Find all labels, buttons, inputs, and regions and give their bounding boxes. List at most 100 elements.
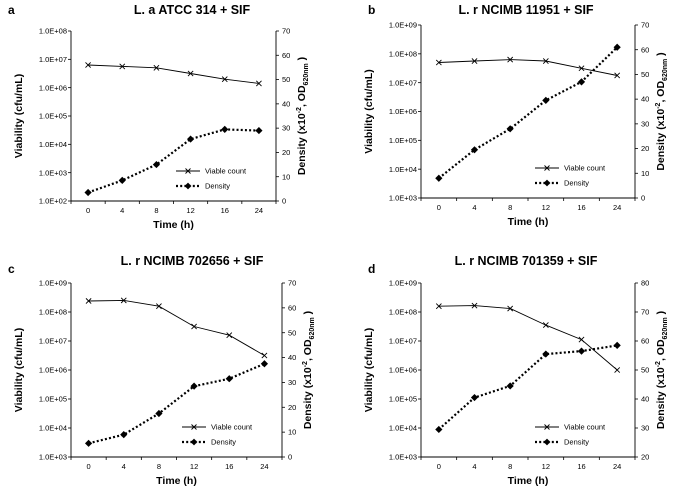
x-tick-label: 16	[225, 462, 233, 471]
y-right-axis-title-part: 620nm	[309, 317, 316, 339]
y-right-axis-title-part: )	[302, 311, 314, 317]
right-tick-label: 60	[641, 45, 649, 54]
viable-count-point	[542, 58, 549, 64]
density-point	[152, 160, 161, 169]
y-right-axis-title: Density (x10-2, OD620nm )	[655, 311, 669, 429]
viable-count-point	[435, 303, 442, 310]
x-tick-label: 0	[437, 462, 441, 471]
viable-count-point	[187, 70, 194, 77]
density-point	[155, 409, 163, 418]
viable-count-point	[578, 65, 585, 72]
x-tick-label: 8	[508, 203, 512, 212]
y-right-axis-title: Density (x10-2, OD620nm )	[302, 311, 316, 429]
right-tick-label: 60	[641, 337, 649, 346]
density-point	[506, 125, 514, 133]
viable-count-point	[507, 56, 514, 63]
chart-panel-c: c L. r NCIMB 702656 + SIF 1.0E+03 1.0E+04 1.…	[8, 254, 316, 486]
x-tick-label: 0	[86, 462, 90, 471]
right-tick-label: 20	[282, 148, 290, 157]
legend-density-label: Density	[564, 438, 589, 447]
density-point	[260, 360, 269, 368]
y-right-axis-title: Density (x10-2, OD620nm )	[655, 52, 669, 170]
right-tick-label: 10	[282, 172, 290, 181]
left-tick-label: 1.0E+05	[39, 112, 67, 121]
density-point	[118, 176, 126, 184]
legend-viable-marker	[191, 424, 197, 430]
left-tick-label: 1.0E+03	[39, 453, 67, 462]
x-axis-title: Time (h)	[153, 219, 194, 231]
right-tick-label: 70	[288, 279, 296, 288]
right-tick-label: 70	[282, 27, 290, 36]
left-tick-label: 1.0E+03	[389, 453, 417, 462]
left-tick-label: 1.0E+04	[39, 140, 67, 149]
left-tick-label: 1.0E+06	[39, 83, 67, 92]
viable-count-point	[155, 303, 162, 310]
viable-count-point	[471, 58, 478, 64]
right-tick-label: 30	[641, 424, 649, 433]
right-tick-label: 40	[288, 353, 296, 362]
density-point	[613, 341, 621, 349]
density-point	[542, 350, 550, 358]
y-left-axis-title: Viability (cfu/mL)	[363, 328, 375, 412]
left-tick-label: 1.0E+02	[39, 197, 67, 206]
right-tick-label: 0	[282, 197, 286, 206]
x-tick-label: 24	[613, 462, 621, 471]
viable-count-point	[542, 322, 549, 328]
left-tick-label: 1.0E+09	[389, 279, 417, 288]
legend-viable-marker	[544, 165, 550, 171]
x-tick-label: 8	[157, 462, 161, 471]
legend-density-label: Density	[211, 438, 236, 447]
legend-viable-label: Viable count	[211, 423, 253, 432]
right-tick-label: 10	[641, 169, 649, 178]
left-tick-label: 1.0E+06	[39, 366, 67, 375]
left-tick-label: 1.0E+06	[389, 366, 417, 375]
legend-density-marker	[190, 438, 198, 446]
legend-viable-marker	[185, 168, 191, 174]
density-point	[190, 382, 198, 390]
x-tick-label: 24	[613, 203, 621, 212]
viable-count-point	[85, 62, 92, 68]
y-right-axis-title-part: Density (x10	[296, 113, 308, 175]
y-right-axis-title-part: 620nm	[662, 317, 669, 339]
legend-density-marker	[543, 438, 551, 446]
viable-count-point	[614, 72, 621, 79]
right-tick-label: 60	[282, 51, 290, 60]
x-tick-label: 4	[122, 462, 126, 471]
x-tick-label: 8	[508, 462, 512, 471]
left-tick-label: 1.0E+09	[39, 279, 67, 288]
density-line	[438, 46, 618, 180]
y-right-axis-title-part: Density (x10	[655, 109, 667, 171]
chart-panel-b: b L. r NCIMB 11951 + SIF 1.0E+03 1.0E+04 1.0…	[363, 3, 669, 228]
x-tick-label: 8	[154, 206, 158, 215]
y-right-axis-title-part: )	[655, 52, 667, 58]
x-axis-title: Time (h)	[508, 475, 549, 486]
viable-count-point	[153, 64, 160, 71]
viable-count-line	[438, 59, 618, 76]
y-left-axis-title: Viability (cfu/mL)	[13, 328, 25, 412]
y-right-axis-title-part: -2	[655, 102, 662, 108]
density-point	[225, 375, 233, 383]
viable-count-point	[507, 305, 514, 312]
legend-density-marker	[184, 182, 192, 190]
left-tick-label: 1.0E+04	[389, 424, 417, 433]
right-tick-label: 20	[641, 144, 649, 153]
right-tick-label: 20	[288, 403, 296, 412]
viable-count-point	[614, 367, 621, 373]
viable-count-point	[261, 352, 268, 359]
right-tick-label: 50	[641, 70, 649, 79]
y-left-axis-title: Viability (cfu/mL)	[363, 69, 375, 153]
viable-count-point	[471, 302, 478, 309]
legend-viable-label: Viable count	[564, 164, 606, 173]
viable-count-point	[120, 297, 127, 304]
density-line	[88, 362, 265, 445]
right-tick-label: 0	[641, 194, 645, 203]
density-point	[84, 188, 92, 197]
right-tick-label: 30	[282, 124, 290, 133]
right-tick-label: 60	[288, 303, 296, 312]
y-right-axis-title-part: Density (x10	[655, 367, 667, 429]
x-tick-label: 16	[221, 206, 229, 215]
density-point	[470, 146, 479, 154]
panel-letter: d	[368, 262, 375, 276]
x-tick-label: 12	[190, 462, 198, 471]
y-right-axis-title-part: , OD	[296, 85, 308, 107]
